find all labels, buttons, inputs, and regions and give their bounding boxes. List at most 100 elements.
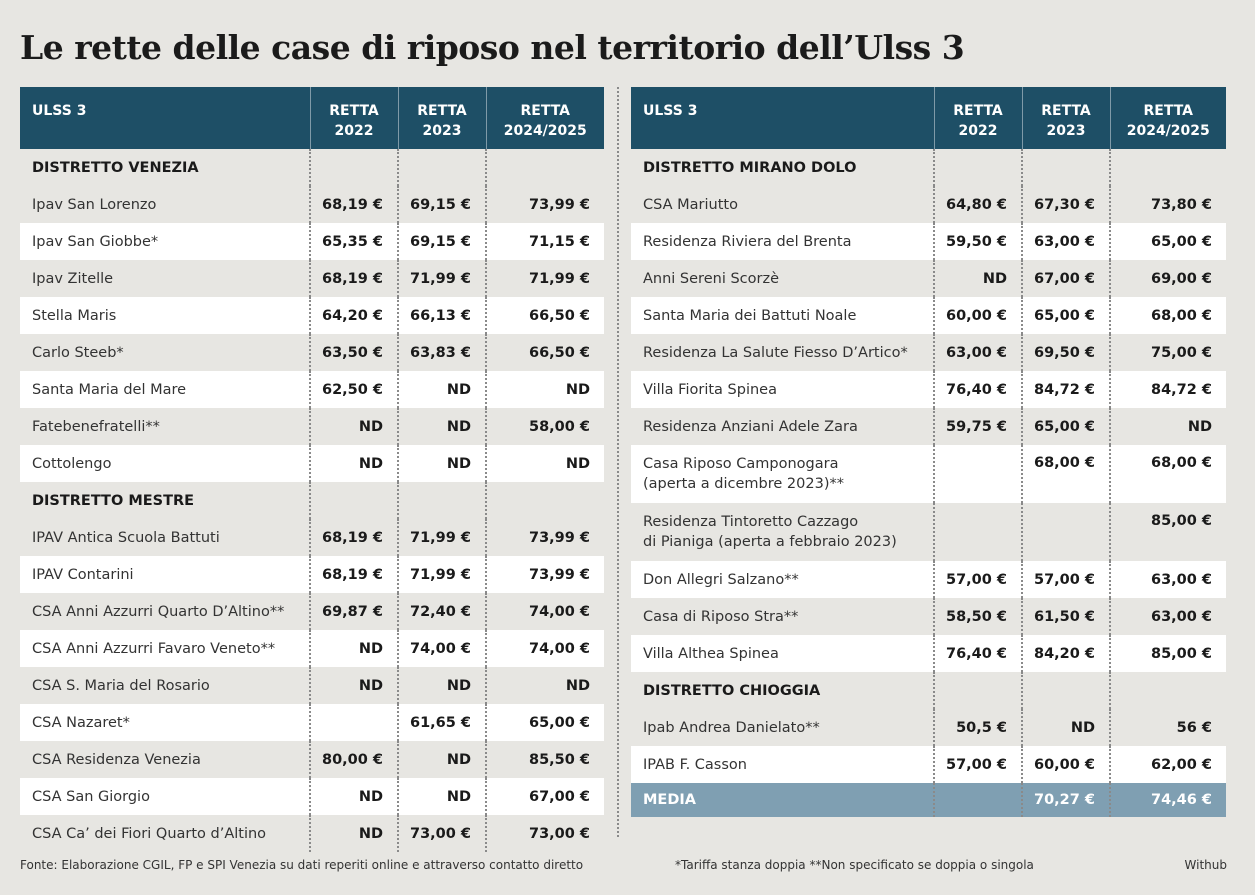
retta-2024-2025-value: 66,50 € [486,297,604,334]
facility-name: Santa Maria dei Battuti Noale [631,297,935,334]
table-row: Santa Maria dei Battuti Noale 60,00 €65,0… [631,297,1226,334]
retta-2024-2025-value: 68,00 € [1110,445,1226,503]
header-retta-2024-l2: 2024/2025 [1126,123,1210,139]
retta-2022-value: ND [310,445,399,482]
district-row: DISTRETTO MIRANO DOLO [631,149,1226,186]
retta-2023-value: 72,40 € [398,593,487,630]
header-retta-2024-l1: RETTA [1143,103,1193,119]
retta-2024-2025-value [486,149,604,186]
header-retta-2024-l1: RETTA [520,103,570,119]
header-ulss: ULSS 3 [20,87,311,149]
name-text: IPAV Antica Scuola Battuti [32,529,220,546]
header-retta-2023-l1: RETTA [1041,103,1091,119]
facility-name: Residenza Tintoretto Cazzago di Pianiga (… [631,503,935,561]
name-text: Don Allegri Salzano** [643,571,799,588]
table-row: Don Allegri Salzano** 57,00 €57,00 €63,00… [631,561,1226,598]
table-row: Carlo Steeb* 63,50 €63,83 €66,50 € [20,334,604,371]
retta-2022-value: ND [310,667,399,704]
retta-2023-value [1022,503,1111,561]
table-header-row: ULSS 3 RETTA 2022 RETTA 2023 RETTA 2024/202… [20,87,604,149]
retta-2022-value: 68,19 € [310,260,399,297]
retta-2022-value [310,149,399,186]
retta-2022-value: 80,00 € [310,741,399,778]
retta-2024-2025-value: 65,00 € [486,704,604,741]
retta-2022-value: 59,75 € [934,408,1023,445]
retta-2024-2025-value: 73,99 € [486,519,604,556]
header-retta-2022-l1: RETTA [953,103,1003,119]
name-text: Residenza Anziani Adele Zara [643,418,858,435]
facility-name: CSA Residenza Venezia [20,741,311,778]
retta-2023-value: 66,13 € [398,297,487,334]
name-text: Santa Maria del Mare [32,381,187,398]
header-retta-2024-l2: 2024/2025 [503,123,587,139]
table-row: Stella Maris 64,20 €66,13 €66,50 € [20,297,604,334]
facility-name: Santa Maria del Mare [20,371,311,408]
retta-2024-2025-value: 84,72 € [1110,371,1226,408]
media-row: MEDIA 70,27 €74,46 € [631,783,1226,817]
facility-name: Residenza Riviera del Brenta [631,223,935,260]
name-text: CSA Anni Azzurri Quarto D’Altino** [32,603,285,620]
name-text: Ipav San Lorenzo [32,196,157,213]
retta-2022-value: 50,5 € [934,709,1023,746]
table-row: CSA Anni Azzurri Quarto D’Altino** 69,87 … [20,593,604,630]
retta-2023-value: 61,65 € [398,704,487,741]
name-text: CSA Mariutto [643,196,738,213]
retta-2023-value: 70,27 € [1022,783,1111,817]
retta-2022-value [934,149,1023,186]
facility-name: Anni Sereni Scorzè [631,260,935,297]
name-text: Santa Maria dei Battuti Noale [643,307,857,324]
facility-name: Residenza La Salute Fiesso D’Artico* [631,334,935,371]
facility-name: Casa di Riposo Stra** [631,598,935,635]
table-row: CSA Ca’ dei Fiori Quarto d’Altino ND 73,00… [20,815,604,852]
table-row: Residenza Anziani Adele Zara 59,75 €65,00… [631,408,1226,445]
retta-2024-2025-value: 73,00 € [486,815,604,852]
facility-name: Casa Riposo Camponogara (aperta a dicembr… [631,445,935,503]
retta-2024-2025-value [1110,149,1226,186]
header-retta-2023: RETTA 2023 [398,87,487,149]
district-row: DISTRETTO CHIOGGIA [631,672,1226,709]
retta-2023-value: 57,00 € [1022,561,1111,598]
name-text: CSA Residenza Venezia [32,751,201,768]
retta-2024-2025-value: 58,00 € [486,408,604,445]
retta-2024-2025-value: 74,46 € [1110,783,1226,817]
table-row: CSA Nazaret* 61,65 €65,00 € [20,704,604,741]
retta-2023-value: 73,00 € [398,815,487,852]
name-text: Anni Sereni Scorzè [643,270,779,287]
name-text: Fatebenefratelli** [32,418,160,435]
header-retta-2023-l2: 2023 [1046,123,1086,139]
name-text: IPAV Contarini [32,566,134,583]
retta-2023-value: 63,00 € [1022,223,1111,260]
name-text: IPAB F. Casson [643,756,747,773]
table-row: CSA Anni Azzurri Favaro Veneto** ND 74,00 … [20,630,604,667]
retta-2023-value [1022,672,1111,709]
table-row: CSA S. Maria del Rosario ND ND ND [20,667,604,704]
retta-2022-value: 68,19 € [310,556,399,593]
facility-name: Ipab Andrea Danielato** [631,709,935,746]
table-row: IPAV Contarini 68,19 €71,99 €73,99 € [20,556,604,593]
facility-name: Carlo Steeb* [20,334,311,371]
retta-2022-value: 59,50 € [934,223,1023,260]
name-text: Ipab Andrea Danielato** [643,719,820,736]
retta-2024-2025-value: 73,99 € [486,556,604,593]
name-text: Stella Maris [32,307,117,324]
header-retta-2024-2025: RETTA 2024/2025 [1110,87,1226,149]
header-retta-2022-l2: 2022 [958,123,998,139]
table-row: IPAB F. Casson 57,00 €60,00 €62,00 € [631,746,1226,783]
retta-2023-value: 84,20 € [1022,635,1111,672]
retta-2024-2025-value: 85,00 € [1110,635,1226,672]
table-row: Casa Riposo Camponogara (aperta a dicembr… [631,445,1226,503]
retta-2022-value: 65,35 € [310,223,399,260]
retta-2023-value: 61,50 € [1022,598,1111,635]
table-row: CSA Residenza Venezia 80,00 € ND 85,50 € [20,741,604,778]
retta-2024-2025-value: 68,00 € [1110,297,1226,334]
name-text: CSA Anni Azzurri Favaro Veneto** [32,640,276,657]
retta-2022-value [310,704,399,741]
retta-2024-2025-value: 63,00 € [1110,561,1226,598]
name-text: Ipav Zitelle [32,270,114,287]
retta-2024-2025-value: ND [486,445,604,482]
column-divider [617,87,619,837]
footer-source: Fonte: Elaborazione CGIL, FP e SPI Venez… [20,858,584,872]
facility-name: Stella Maris [20,297,311,334]
retta-2022-value: 63,00 € [934,334,1023,371]
facility-name: CSA Anni Azzurri Favaro Veneto** [20,630,311,667]
